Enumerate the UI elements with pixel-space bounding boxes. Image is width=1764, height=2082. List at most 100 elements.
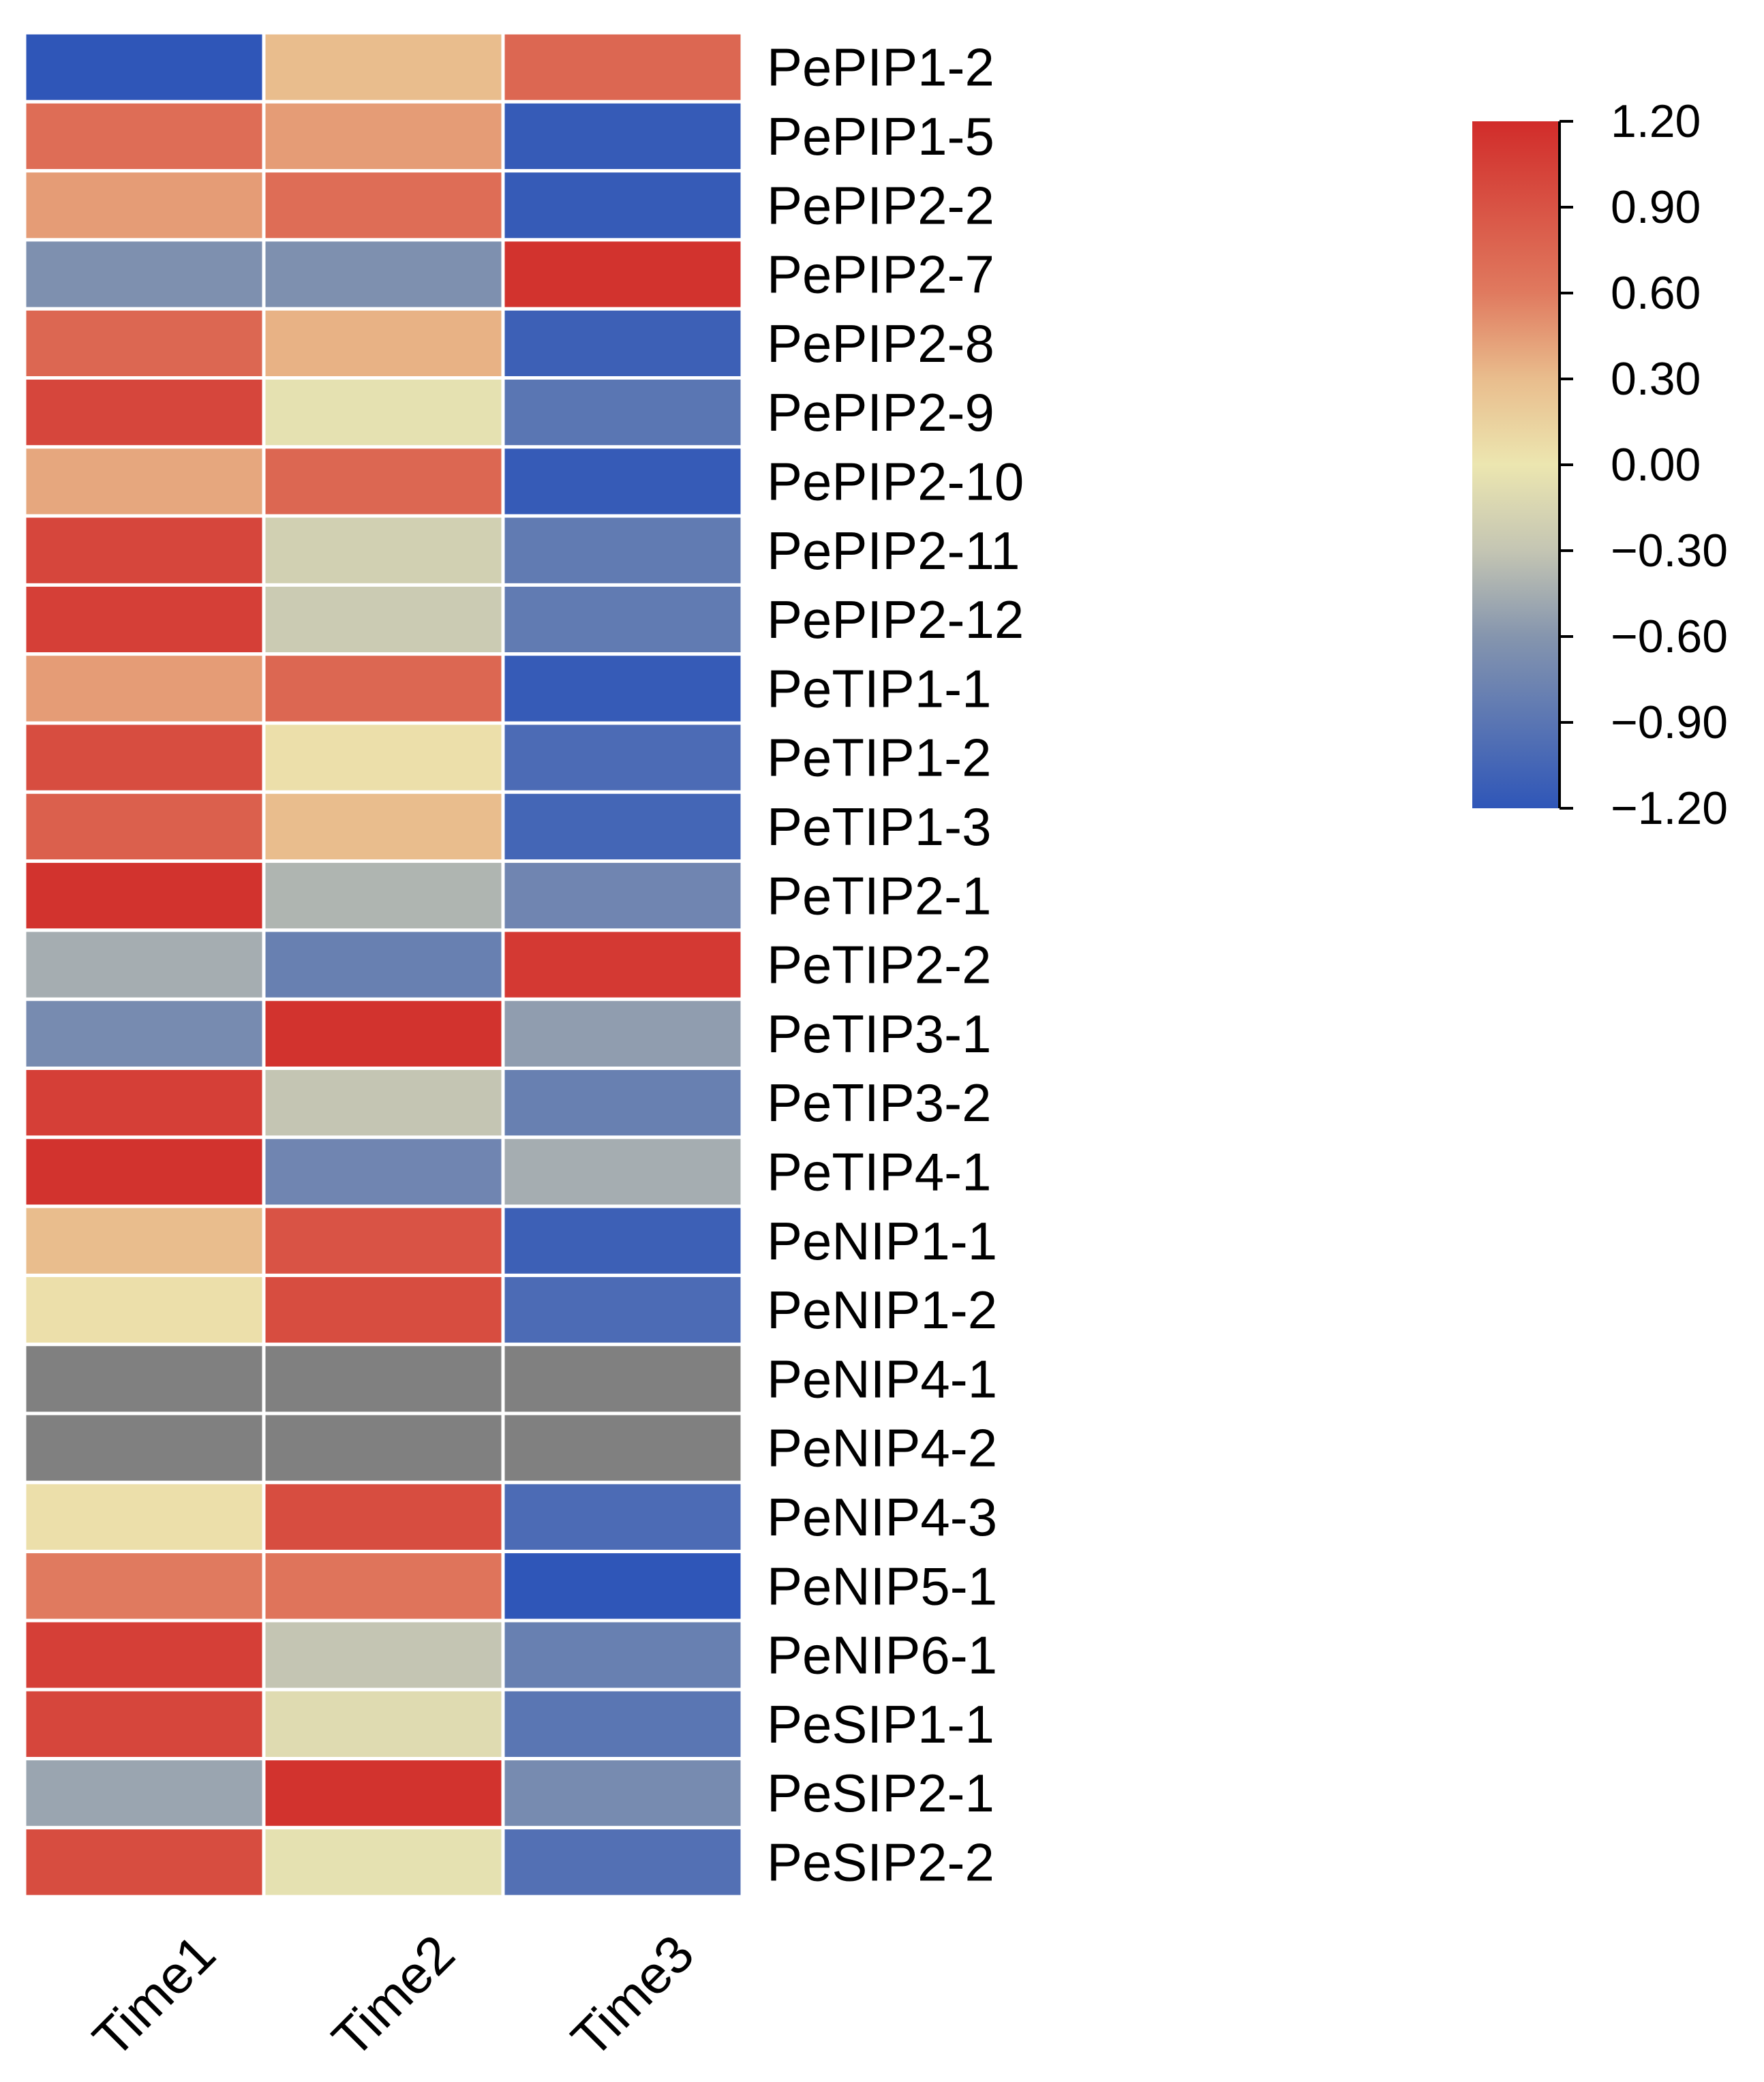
heatmap-cell-pepip2-9-time3 xyxy=(501,376,744,449)
heatmap-cell-pepip2-12-time2 xyxy=(262,583,505,656)
heatmap-cell-petip1-3-time2 xyxy=(262,790,505,863)
heatmap-cell-penip4-3-time1 xyxy=(22,1480,266,1554)
heatmap-cell-pepip2-8-time3 xyxy=(501,307,744,380)
heatmap-cell-pepip1-2-time3 xyxy=(501,31,744,104)
heatmap-cell-petip2-2-time3 xyxy=(501,928,744,1001)
heatmap-cell-pepip1-2-time1 xyxy=(22,31,266,104)
heatmap-cell-pepip1-2-time2 xyxy=(262,31,505,104)
row-label-penip4-3: PeNIP4-3 xyxy=(767,1487,997,1547)
heatmap-cell-pepip2-10-time2 xyxy=(262,445,505,518)
heatmap-cell-petip3-1-time2 xyxy=(262,997,505,1070)
heatmap-cell-petip3-2-time1 xyxy=(22,1067,266,1139)
row-label-petip4-1: PeTIP4-1 xyxy=(767,1142,991,1201)
row-label-penip5-1: PeNIP5-1 xyxy=(767,1556,997,1616)
column-label-time1: Time1 xyxy=(81,1923,226,2068)
heatmap-cell-petip3-1-time3 xyxy=(501,997,744,1070)
heatmap-cell-petip4-1-time2 xyxy=(262,1135,505,1208)
heatmap-cell-penip1-2-time2 xyxy=(262,1273,505,1347)
heatmap-cell-petip1-1-time3 xyxy=(501,652,744,725)
colorbar-tick-label: −0.60 xyxy=(1611,611,1728,662)
heatmap-cell-penip4-2-time2 xyxy=(262,1411,505,1484)
heatmap-cell-penip1-1-time2 xyxy=(262,1204,505,1277)
heatmap-cell-pepip2-7-time2 xyxy=(262,238,505,311)
row-label-penip4-2: PeNIP4-2 xyxy=(767,1418,997,1478)
row-label-petip3-1: PeTIP3-1 xyxy=(767,1004,991,1064)
heatmap-cell-pesip2-2-time1 xyxy=(22,1826,266,1899)
heatmap-cell-pepip2-2-time1 xyxy=(22,169,266,242)
heatmap-cell-pepip2-9-time2 xyxy=(262,376,505,449)
row-label-petip1-1: PeTIP1-1 xyxy=(767,658,991,718)
colorbar-tick-label: 1.20 xyxy=(1611,95,1701,147)
heatmap-cell-pepip1-5-time2 xyxy=(262,99,505,173)
row-label-pepip1-5: PePIP1-5 xyxy=(767,106,994,166)
row-label-pesip2-1: PeSIP2-1 xyxy=(767,1763,994,1823)
heatmap-cell-petip3-2-time3 xyxy=(501,1067,744,1139)
heatmap-cell-petip3-1-time1 xyxy=(22,997,266,1070)
heatmap-cell-penip5-1-time3 xyxy=(501,1550,744,1623)
heatmap-cell-pepip2-2-time2 xyxy=(262,169,505,242)
row-label-pepip2-9: PePIP2-9 xyxy=(767,382,994,442)
heatmap-cell-pepip2-7-time1 xyxy=(22,238,266,311)
colorbar-ticks: 1.20 0.90 0.60 0.30 0.00 −0.30 −0.60 −0.90 −1.20 xyxy=(1560,95,1728,834)
heatmap-cell-pepip1-5-time3 xyxy=(501,99,744,173)
heatmap-cell-pesip2-2-time3 xyxy=(501,1826,744,1899)
heatmap-cell-penip4-3-time3 xyxy=(501,1480,744,1554)
heatmap-cell-pepip2-9-time1 xyxy=(22,376,266,449)
heatmap-cell-pepip2-8-time1 xyxy=(22,307,266,380)
heatmap-cell-petip1-1-time1 xyxy=(22,652,266,725)
heatmap-cell-petip4-1-time3 xyxy=(501,1135,744,1208)
heatmap-cell-penip4-1-time2 xyxy=(262,1343,505,1415)
heatmap-cell-petip2-1-time2 xyxy=(262,859,505,932)
colorbar-tick-label: −0.90 xyxy=(1611,696,1728,748)
heatmap-cell-penip4-1-time1 xyxy=(22,1343,266,1415)
column-label-time2: Time2 xyxy=(320,1923,466,2068)
row-label-pepip2-12: PePIP2-12 xyxy=(767,590,1024,649)
heatmap-cell-penip1-1-time1 xyxy=(22,1204,266,1277)
heatmap-cell-petip1-2-time3 xyxy=(501,721,744,794)
heatmap-cell-petip4-1-time1 xyxy=(22,1135,266,1208)
row-label-pesip1-1: PeSIP1-1 xyxy=(767,1694,994,1754)
heatmap-cell-penip5-1-time2 xyxy=(262,1550,505,1623)
heatmap-cell-pepip2-10-time3 xyxy=(501,445,744,518)
row-label-pepip1-2: PePIP1-2 xyxy=(767,37,994,97)
colorbar: 1.20 0.90 0.60 0.30 0.00 −0.30 −0.60 −0.90 −1.20 xyxy=(1472,95,1728,834)
heatmap-cell-pesip2-1-time2 xyxy=(262,1757,505,1830)
row-label-petip2-2: PeTIP2-2 xyxy=(767,935,991,995)
heatmap-cell-pesip1-1-time3 xyxy=(501,1687,744,1760)
column-labels: Time1 Time2 Time3 xyxy=(81,1923,705,2068)
row-labels: PePIP1-2 PePIP1-5 PePIP2-2 PePIP2-7 PePIP2-8… xyxy=(767,37,1024,1893)
heatmap-cell-petip1-2-time1 xyxy=(22,721,266,794)
heatmap-cell-penip6-1-time3 xyxy=(501,1619,744,1691)
heatmap-cell-petip2-1-time1 xyxy=(22,859,266,932)
heatmap-cell-penip4-2-time1 xyxy=(22,1411,266,1484)
row-label-penip1-1: PeNIP1-1 xyxy=(767,1211,997,1271)
heatmap-cell-pepip1-5-time1 xyxy=(22,99,266,173)
row-label-penip4-1: PeNIP4-1 xyxy=(767,1349,997,1409)
heatmap-cell-petip1-2-time2 xyxy=(262,721,505,794)
heatmap-cell-petip1-3-time3 xyxy=(501,790,744,863)
colorbar-tick-label: 0.90 xyxy=(1611,181,1701,233)
heatmap-cell-penip4-1-time3 xyxy=(501,1343,744,1415)
row-label-penip1-2: PeNIP1-2 xyxy=(767,1280,997,1340)
row-label-pesip2-2: PeSIP2-2 xyxy=(767,1832,994,1892)
heatmap-cell-petip1-1-time2 xyxy=(262,652,505,725)
heatmap-cell-penip4-3-time2 xyxy=(262,1480,505,1554)
row-label-petip2-1: PeTIP2-1 xyxy=(767,866,991,925)
heatmap-cell-pesip2-1-time3 xyxy=(501,1757,744,1830)
heatmap-cell-petip2-1-time3 xyxy=(501,859,744,932)
colorbar-tick-label: 0.00 xyxy=(1611,439,1701,491)
heatmap-cell-petip1-3-time1 xyxy=(22,790,266,863)
heatmap-cell-penip1-2-time3 xyxy=(501,1273,744,1347)
row-label-petip3-2: PeTIP3-2 xyxy=(767,1073,991,1133)
row-label-pepip2-11: PePIP2-11 xyxy=(767,521,1020,581)
row-label-pepip2-8: PePIP2-8 xyxy=(767,313,994,373)
colorbar-bar xyxy=(1472,121,1560,808)
heatmap-cell-pepip2-7-time3 xyxy=(501,238,744,311)
colorbar-tick-label: −0.30 xyxy=(1611,525,1728,577)
row-label-pepip2-10: PePIP2-10 xyxy=(767,451,1024,511)
colorbar-tick-label: 0.30 xyxy=(1611,353,1701,405)
colorbar-tick-label: −1.20 xyxy=(1611,782,1728,834)
colorbar-tick-label: 0.60 xyxy=(1611,267,1701,319)
heatmap-cell-pepip2-2-time3 xyxy=(501,169,744,242)
